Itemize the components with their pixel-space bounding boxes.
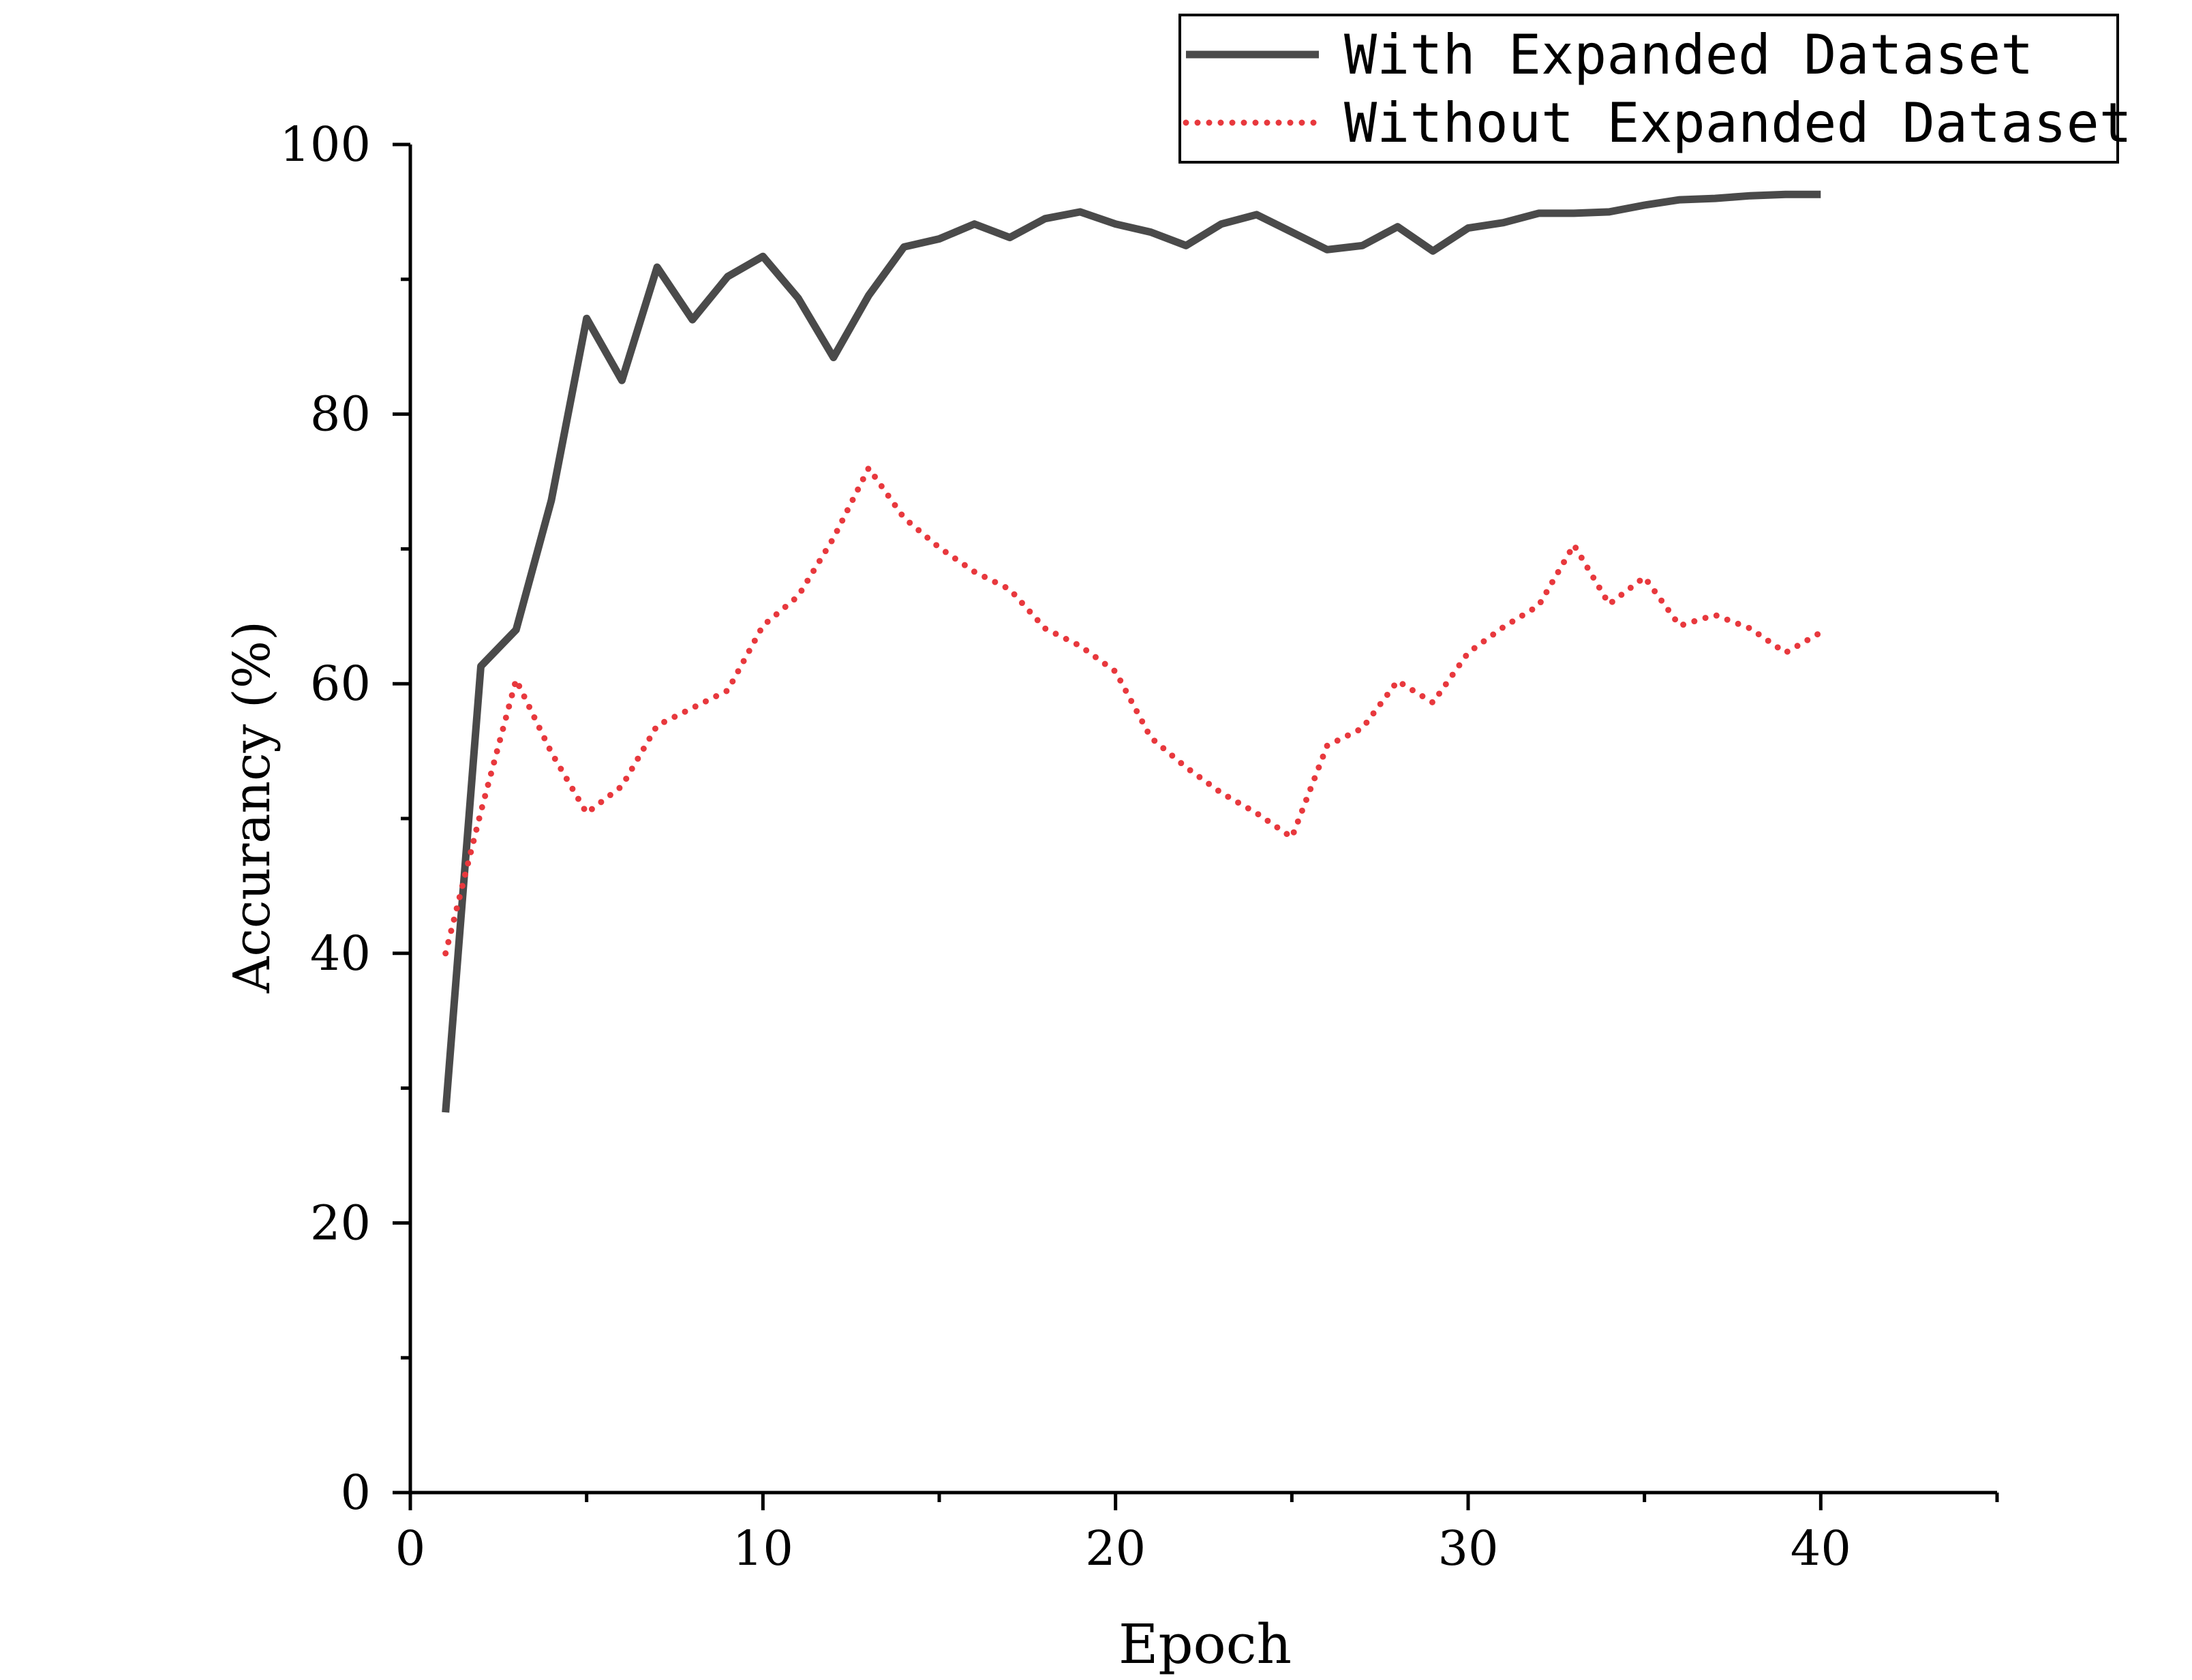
y-axis-title: Accurancy (%) — [223, 621, 281, 994]
legend: With Expanded Dataset Without Expanded D… — [1178, 14, 2132, 164]
y-tick-label: 60 — [310, 656, 371, 712]
series-layer — [442, 190, 1824, 1113]
legend-box — [1178, 14, 2119, 164]
x-tick-label: 10 — [733, 1521, 793, 1576]
legend-label-with-expanded: With Expanded Dataset — [1344, 23, 2033, 87]
legend-label-without-expanded: Without Expanded Dataset — [1344, 91, 2132, 155]
y-tick-label: 80 — [310, 386, 371, 442]
y-tick-label: 0 — [340, 1465, 371, 1521]
y-tick-label: 100 — [279, 117, 371, 172]
x-tick-label: 40 — [1791, 1521, 1851, 1576]
x-tick-label: 20 — [1085, 1521, 1146, 1576]
x-tick-label: 30 — [1437, 1521, 1498, 1576]
y-tick-label: 20 — [310, 1195, 371, 1251]
y-tick-label: 40 — [310, 926, 371, 981]
axes: 0 10 20 30 40 0 20 40 60 80 100 — [279, 117, 1999, 1576]
series-line-without-expanded — [442, 465, 1824, 957]
x-tick-label: 0 — [395, 1521, 426, 1576]
x-axis-title: Epoch — [1118, 1613, 1292, 1676]
series-line-with-expanded — [442, 190, 1821, 1113]
